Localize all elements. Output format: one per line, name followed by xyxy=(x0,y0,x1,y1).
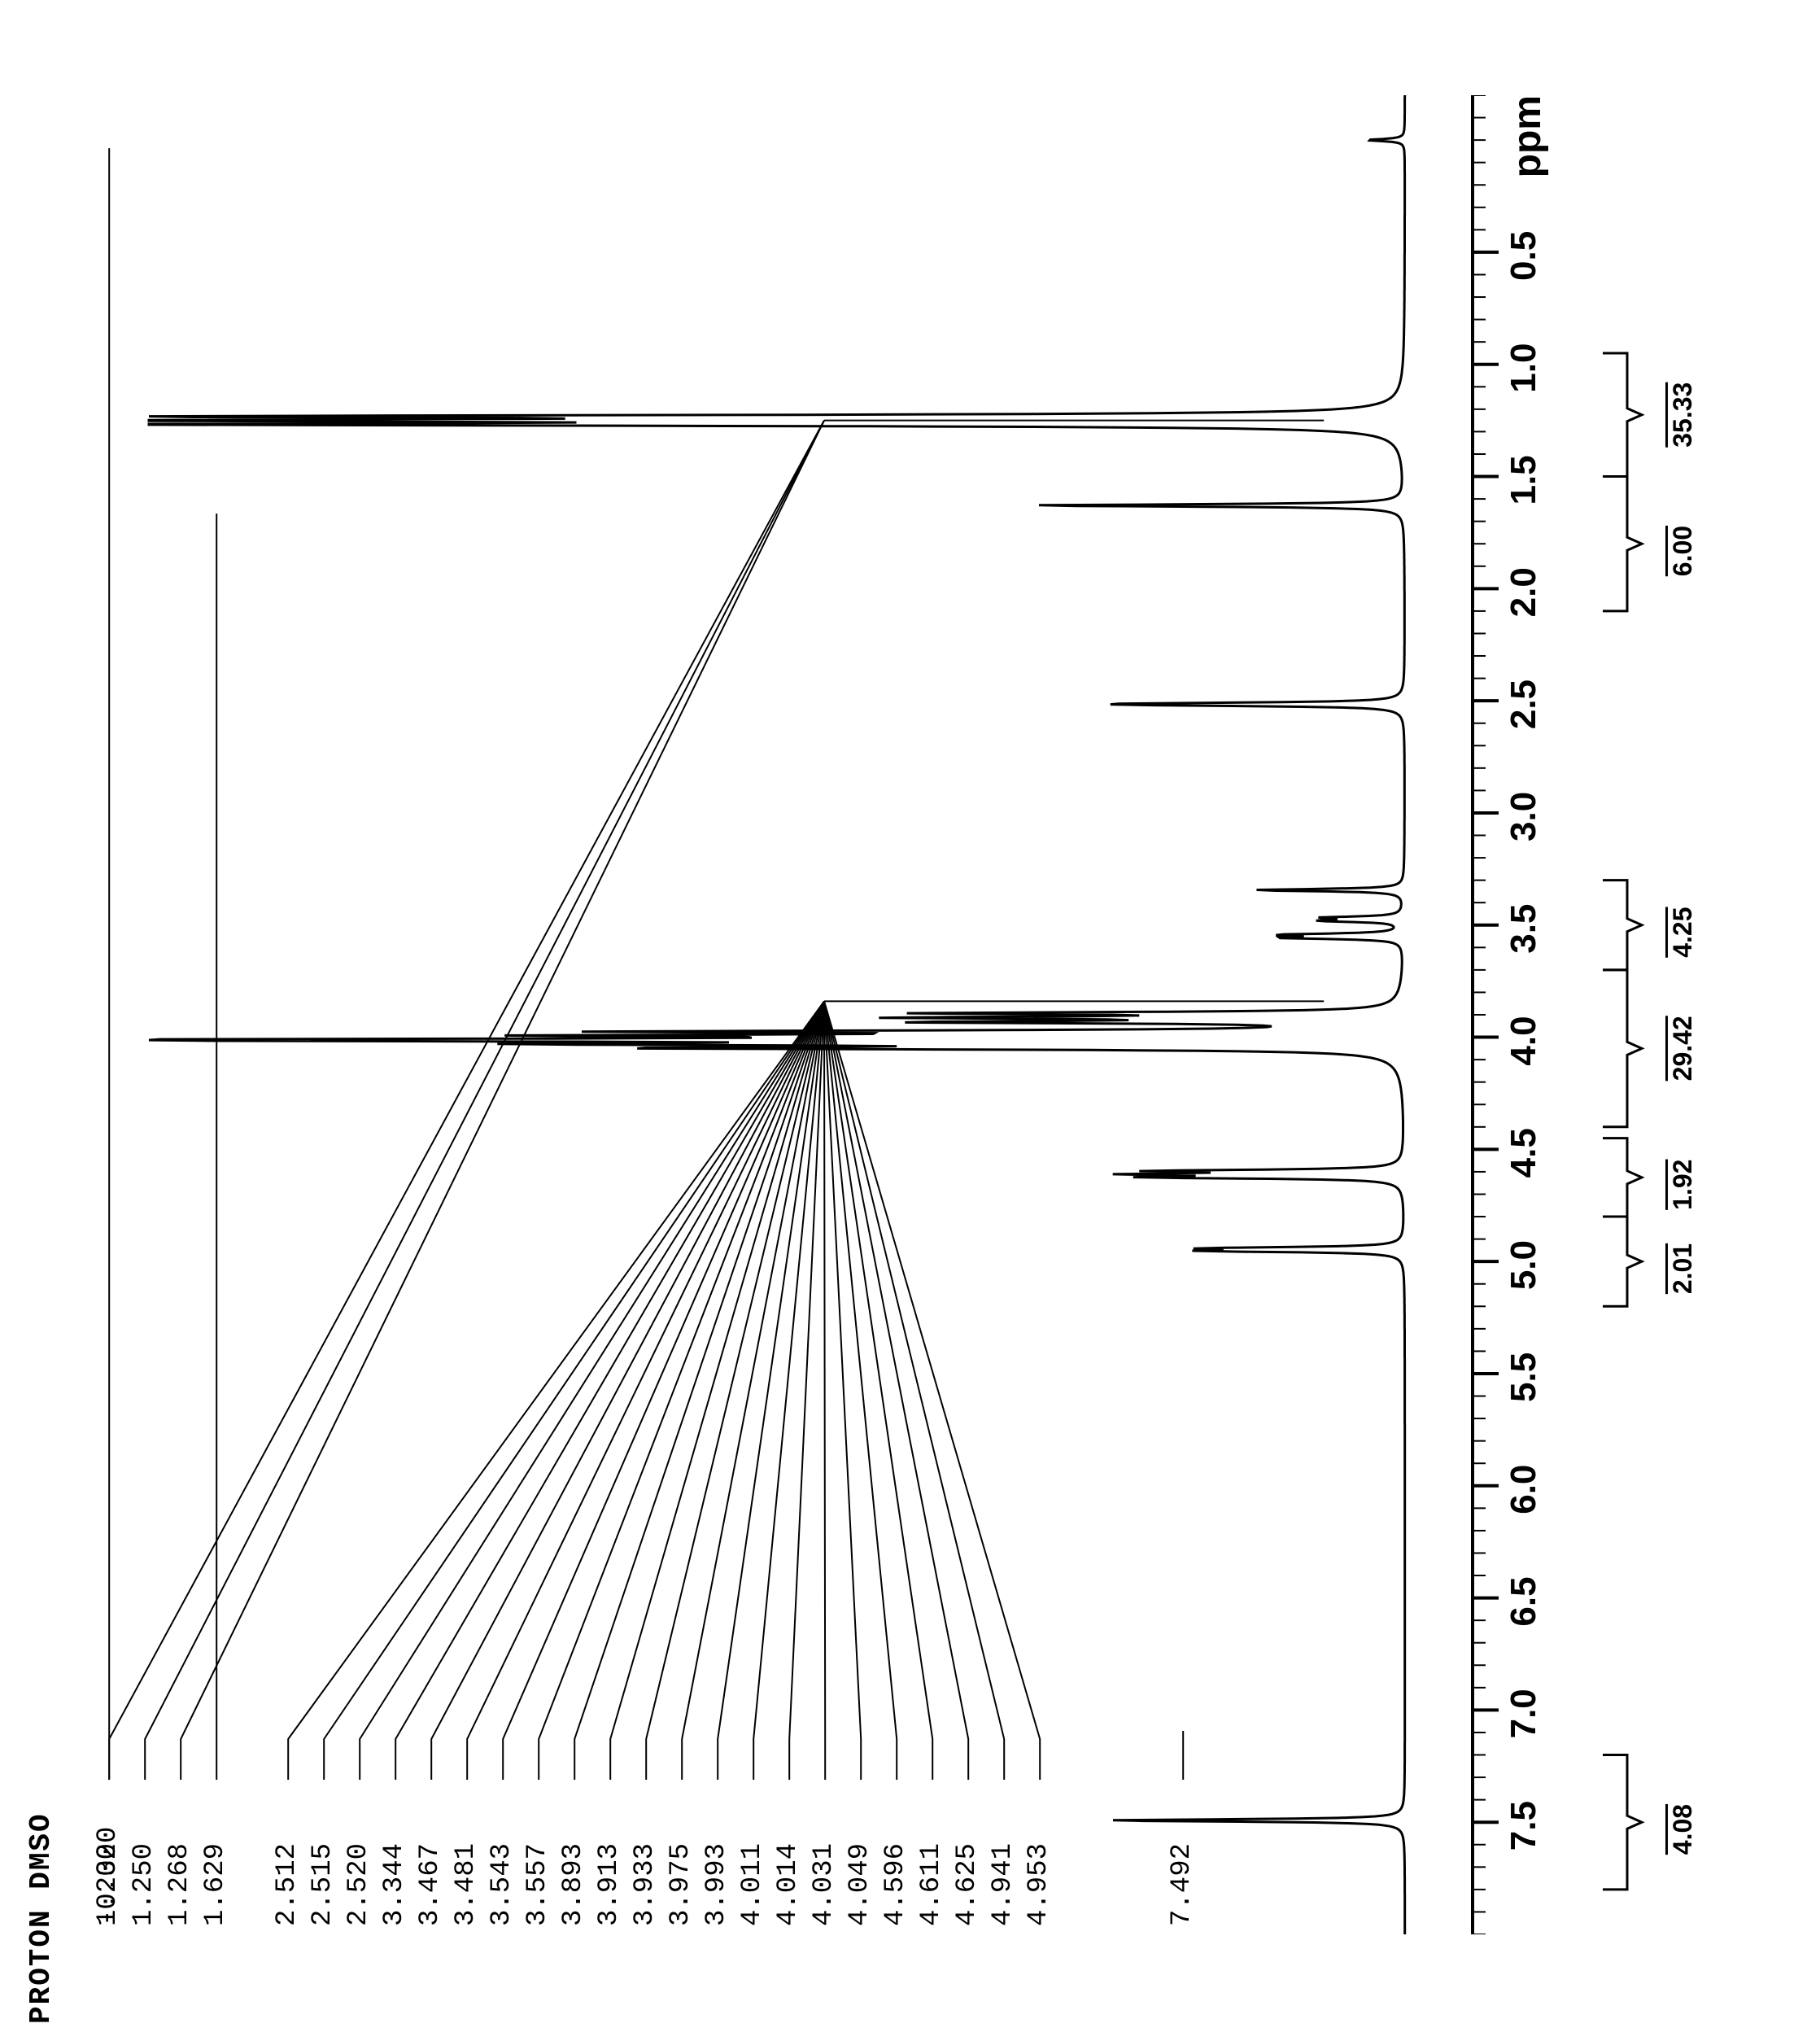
axis-tick-label: 6.5 xyxy=(1504,1576,1544,1626)
experiment-title: PROTON DMSO xyxy=(24,1812,58,2024)
axis-unit-label: ppm xyxy=(1505,95,1550,177)
nmr-spectrum-plot xyxy=(81,95,1432,1934)
axis-tick-label: 4.5 xyxy=(1504,1128,1544,1178)
integral-value: 4.08 xyxy=(1668,1804,1698,1855)
integral-value: 4.25 xyxy=(1668,907,1698,957)
integral-value: 2.01 xyxy=(1668,1243,1698,1294)
axis-tick-label: 3.0 xyxy=(1504,792,1544,841)
axis-tick-label: 6.0 xyxy=(1504,1465,1544,1514)
axis-tick-label: 2.5 xyxy=(1504,680,1544,729)
integral-strip: 4.08 2.01 1.92 29.42 4.25 6.00 35.33 xyxy=(1595,95,1741,1934)
axis-tick-label: 5.0 xyxy=(1504,1240,1544,1290)
integral-value: 35.33 xyxy=(1668,382,1698,448)
axis-tick-label: 0.5 xyxy=(1504,231,1544,281)
integral-value: 6.00 xyxy=(1668,526,1698,576)
axis-tick-label: 1.0 xyxy=(1504,343,1544,393)
integral-value: 1.92 xyxy=(1668,1160,1698,1210)
axis-tick-label: 2.0 xyxy=(1504,567,1544,617)
axis-tick-label: 4.0 xyxy=(1504,1016,1544,1065)
axis-strip: ppm 7.5 7.0 6.5 6.0 5.5 5.0 4.5 4.0 3.5 3.0 2.5 2.0… xyxy=(1456,95,1570,1934)
integral-value: 29.42 xyxy=(1668,1016,1698,1081)
axis-tick-label: 7.5 xyxy=(1504,1801,1544,1851)
axis-tick-label: 7.0 xyxy=(1504,1689,1544,1738)
axis-tick-label: 1.5 xyxy=(1504,455,1544,505)
axis-tick-label: 5.5 xyxy=(1504,1352,1544,1402)
axis-tick-label: 3.5 xyxy=(1504,904,1544,954)
